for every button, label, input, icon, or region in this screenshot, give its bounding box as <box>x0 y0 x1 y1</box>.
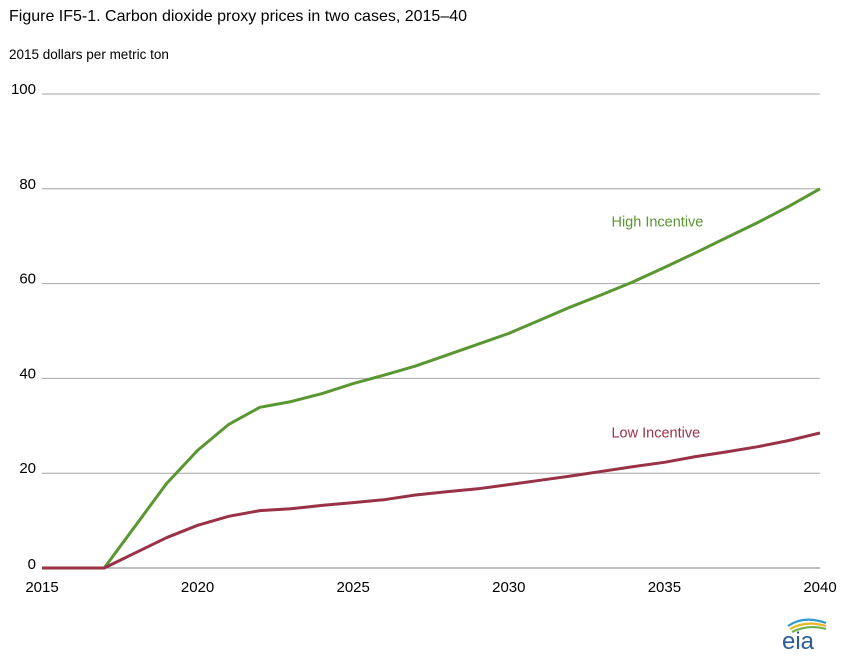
series-labels: High Incentive Low Incentive <box>611 215 703 442</box>
gridlines <box>42 93 820 569</box>
x-tick-label: 2030 <box>492 579 525 596</box>
x-tick-labels: 2015 2020 2025 2030 2035 2040 <box>25 579 836 596</box>
series-label: High Incentive <box>611 215 703 231</box>
y-axis-units-label: 2015 dollars per metric ton <box>9 47 169 62</box>
y-tick-label: 80 <box>19 176 36 193</box>
chart-title: Figure IF5-1. Carbon dioxide proxy price… <box>9 8 468 25</box>
y-tick-labels: 0 20 40 60 80 100 <box>11 81 36 573</box>
x-tick-label: 2040 <box>803 579 836 596</box>
x-tick-label: 2015 <box>25 579 58 596</box>
y-tick-label: 0 <box>28 556 36 573</box>
series-label: Low Incentive <box>611 426 700 442</box>
y-tick-label: 40 <box>19 365 36 382</box>
series-line <box>42 187 821 570</box>
y-tick-label: 20 <box>19 460 36 477</box>
x-tick-label: 2035 <box>648 579 681 596</box>
x-tick-label: 2025 <box>337 579 370 596</box>
y-tick-label: 60 <box>19 271 36 288</box>
series-line <box>42 431 821 570</box>
series-lines <box>42 187 821 570</box>
eia-logo: eia <box>782 617 832 656</box>
logo-text: eia <box>782 628 815 651</box>
x-tick-label: 2020 <box>181 579 214 596</box>
y-tick-label: 100 <box>11 81 36 98</box>
